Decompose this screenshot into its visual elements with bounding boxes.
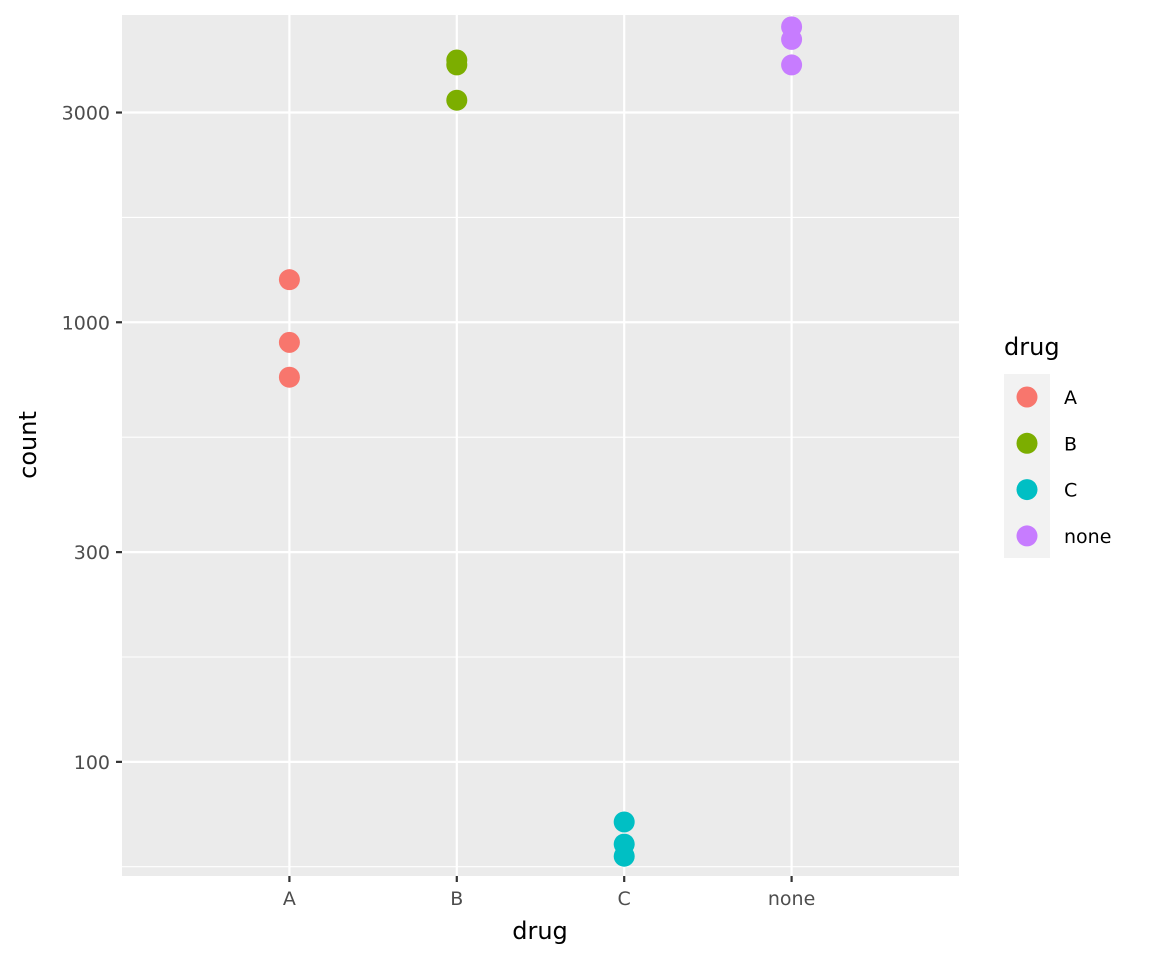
data-point-a	[278, 331, 300, 353]
legend-key-c	[1016, 479, 1038, 501]
data-point-none	[781, 54, 803, 76]
y-axis-title: count	[14, 411, 42, 479]
data-point-a	[278, 269, 300, 291]
legend-label-none: none	[1064, 526, 1111, 548]
legend-key-a	[1016, 386, 1038, 408]
y-tick-label: 1000	[62, 312, 110, 334]
x-tick-label: B	[450, 888, 463, 910]
legend-label-b: B	[1064, 433, 1077, 455]
data-point-none	[781, 28, 803, 50]
legend-label-c: C	[1064, 480, 1077, 502]
x-tick-label: none	[768, 888, 815, 910]
y-tick-label: 3000	[62, 103, 110, 125]
major-gridlines	[122, 15, 959, 876]
data-point-b	[446, 54, 468, 76]
x-tick-label: C	[618, 888, 631, 910]
legend-title: drug	[1004, 333, 1060, 361]
minor-gridlines	[122, 216, 959, 868]
data-point-c	[613, 811, 635, 833]
x-axis-title: drug	[512, 917, 568, 945]
legend-key-none	[1016, 525, 1038, 547]
plot-panel	[122, 15, 959, 876]
data-point-a	[278, 366, 300, 388]
data-point-c	[613, 845, 635, 867]
y-axis: 100 300 1000 3000	[62, 103, 122, 774]
data-points	[278, 16, 803, 867]
data-point-b	[446, 89, 468, 111]
legend-label-a: A	[1064, 387, 1077, 409]
y-tick-label: 100	[74, 752, 110, 774]
legend-key-b	[1016, 432, 1038, 454]
x-tick-label: A	[283, 888, 296, 910]
y-tick-label: 300	[74, 542, 110, 564]
